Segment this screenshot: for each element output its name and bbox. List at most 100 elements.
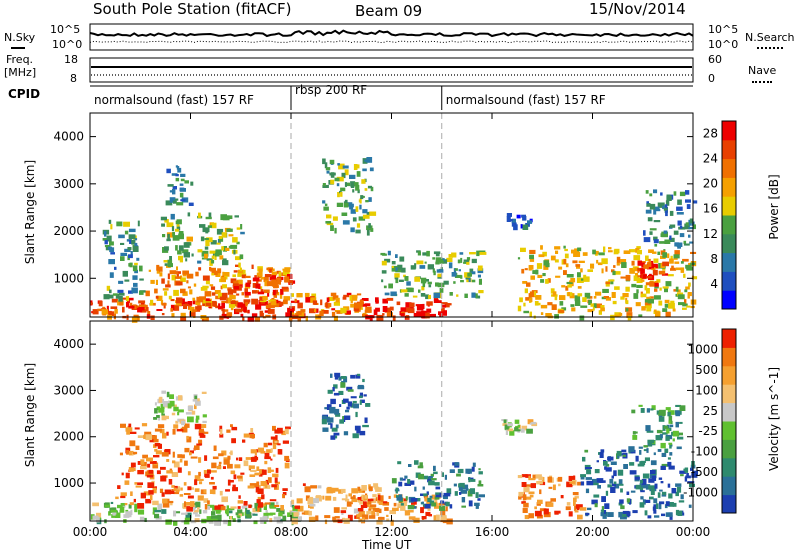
beam-label: Beam 09	[355, 2, 423, 20]
velocity-colorbar-swatch	[722, 384, 736, 404]
power-cell	[276, 277, 281, 284]
velocity-cell	[427, 508, 431, 511]
velocity-cell	[170, 502, 173, 506]
power-cell	[139, 278, 144, 281]
power-cell	[635, 302, 641, 307]
velocity-cell	[158, 416, 161, 421]
velocity-cell	[668, 420, 671, 424]
velocity-cell	[675, 483, 682, 487]
power-cell	[320, 299, 323, 306]
power-cell	[616, 256, 621, 263]
power-cell	[312, 300, 318, 305]
power-cell	[178, 245, 184, 251]
power-cell	[271, 300, 277, 306]
velocity-cell	[660, 481, 664, 484]
power-cell	[660, 233, 665, 237]
velocity-cell	[643, 445, 649, 448]
velocity-cell	[308, 516, 316, 522]
power-cell	[215, 305, 221, 309]
power-cell	[636, 284, 643, 288]
velocity-cell	[177, 411, 180, 416]
power-cell	[114, 266, 117, 270]
velocity-cell	[341, 498, 347, 501]
power-cell	[137, 220, 140, 227]
velocity-cell	[166, 470, 173, 474]
power-cell	[227, 215, 233, 219]
power-cell	[542, 273, 546, 277]
velocity-cell	[397, 503, 404, 508]
power-cell	[601, 268, 604, 274]
velocity-cell	[144, 517, 147, 522]
power-cell	[177, 250, 182, 255]
power-cell	[145, 290, 150, 297]
velocity-cell	[222, 466, 226, 469]
velocity-cell	[310, 506, 314, 509]
velocity-cell	[139, 516, 145, 522]
velocity-cell	[315, 495, 322, 500]
velocity-cell	[352, 433, 359, 439]
power-cell	[520, 247, 526, 252]
power-cell	[228, 234, 234, 237]
power-cell	[676, 206, 683, 211]
power-cell	[650, 263, 654, 269]
date-label: 15/Nov/2014	[589, 0, 686, 18]
power-cell	[147, 311, 151, 315]
velocity-cell	[603, 461, 608, 466]
velocity-cell	[530, 483, 536, 489]
velocity-cell	[355, 411, 358, 418]
power-cell	[362, 313, 368, 317]
power-cell	[443, 280, 449, 285]
power-cell	[665, 210, 668, 217]
velocity-cell	[225, 489, 230, 492]
power-colorbar-tick: 24	[703, 152, 718, 166]
velocity-cell	[140, 465, 147, 470]
velocity-cell	[368, 515, 376, 519]
power-cell	[426, 301, 433, 306]
power-cell	[346, 292, 352, 296]
velocity-cell	[537, 499, 543, 504]
power-cell	[243, 306, 247, 313]
velocity-cell	[346, 501, 352, 507]
power-cell	[342, 220, 350, 225]
velocity-cell	[632, 435, 638, 440]
power-cell	[620, 259, 627, 265]
velocity-cell	[114, 512, 121, 518]
velocity-cell	[274, 481, 280, 485]
power-cell	[381, 270, 387, 274]
power-cell	[563, 245, 566, 249]
power-cell	[103, 294, 110, 300]
power-cell	[384, 292, 390, 296]
nsearch-tick-top: 10^5	[708, 23, 739, 36]
velocity-cell	[229, 516, 232, 520]
velocity-cell	[528, 475, 531, 479]
velocity-cell	[161, 509, 167, 514]
power-cell	[612, 300, 617, 305]
velocity-cell	[376, 519, 383, 525]
power-cell	[128, 297, 134, 301]
power-cell	[329, 159, 335, 165]
power-colorbar-swatch	[722, 158, 736, 178]
velocity-cell	[158, 407, 165, 413]
power-cell	[128, 254, 133, 259]
power-cell	[642, 274, 647, 279]
velocity-cell	[677, 436, 684, 440]
power-cell	[167, 263, 173, 268]
velocity-cell	[630, 490, 636, 493]
velocity-cell	[672, 430, 679, 437]
velocity-cell	[334, 408, 340, 415]
power-cell	[175, 177, 180, 182]
power-colorbar-tick: 16	[703, 202, 718, 216]
power-cell	[125, 296, 129, 302]
power-cell	[122, 270, 128, 277]
velocity-cell	[461, 497, 466, 503]
velocity-cell	[592, 478, 597, 485]
power-cell	[679, 225, 683, 229]
power-cell	[422, 282, 426, 288]
velocity-cell	[456, 473, 461, 477]
power-cell	[384, 307, 391, 313]
velocity-cell	[601, 496, 606, 502]
power-cell	[234, 286, 240, 290]
velocity-cell	[333, 507, 340, 513]
velocity-cell	[230, 470, 236, 475]
